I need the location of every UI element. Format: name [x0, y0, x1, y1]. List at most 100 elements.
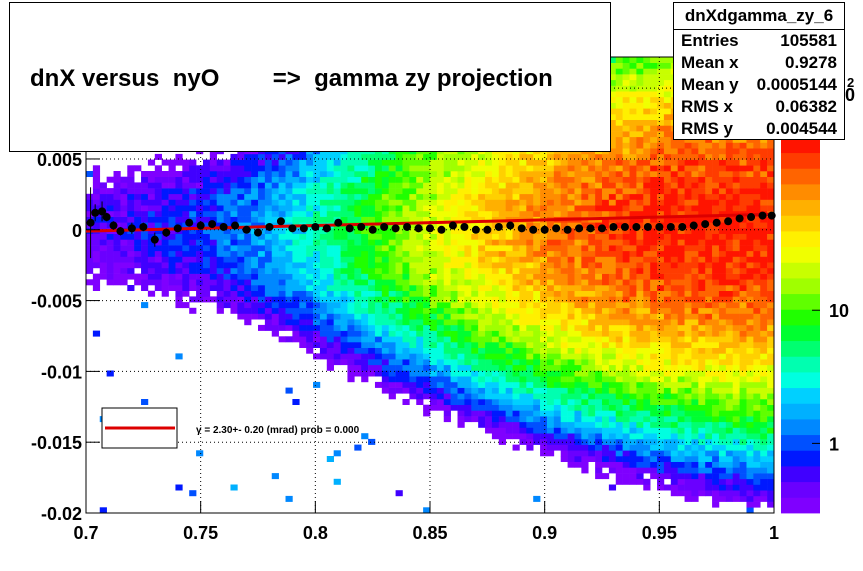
- heatmap-cell: [498, 313, 506, 320]
- heatmap-cell: [677, 444, 685, 451]
- heatmap-cell: [381, 359, 390, 366]
- heatmap-cell: [595, 165, 603, 172]
- heatmap-cell: [567, 176, 575, 183]
- heatmap-cell: [478, 153, 486, 160]
- heatmap-cell: [333, 193, 341, 200]
- heatmap-cell: [491, 188, 500, 195]
- heatmap-cell: [244, 165, 252, 172]
- heatmap-cell: [237, 307, 245, 314]
- heatmap-cell: [663, 319, 672, 326]
- heatmap-cell: [436, 404, 445, 411]
- heatmap-cell: [691, 490, 699, 497]
- heatmap-cell: [643, 359, 651, 366]
- heatmap-cell: [588, 302, 596, 309]
- heatmap-cell: [505, 376, 513, 383]
- heatmap-cell: [285, 324, 293, 331]
- heatmap-cell: [189, 273, 197, 280]
- heatmap-cell: [622, 182, 630, 189]
- heatmap-cell: [443, 353, 451, 360]
- heatmap-cell: [636, 85, 644, 92]
- heatmap-cell: [361, 370, 369, 377]
- heatmap-cell: [127, 285, 135, 291]
- heatmap-cell: [615, 387, 623, 394]
- heatmap-cell: [471, 256, 479, 263]
- heatmap-cell: [175, 193, 183, 200]
- heatmap-cell: [650, 79, 658, 86]
- heatmap-cell: [354, 342, 362, 348]
- heatmap-cell: [725, 267, 734, 274]
- heatmap-cell: [622, 467, 630, 474]
- heatmap-cell: [430, 381, 438, 388]
- heatmap-cell: [202, 159, 211, 166]
- heatmap-cell: [319, 233, 328, 240]
- heatmap-cell: [443, 262, 451, 269]
- heatmap-cell: [512, 159, 520, 166]
- heatmap-cell: [560, 222, 568, 229]
- heatmap-cell: [182, 165, 190, 172]
- heatmap-cell: [677, 478, 685, 485]
- heatmap-cell: [581, 176, 589, 183]
- heatmap-cell: [691, 330, 699, 337]
- heatmap-cell: [457, 262, 465, 269]
- heatmap-cell: [498, 359, 506, 366]
- heatmap-cell: [464, 176, 472, 183]
- heatmap-cell: [718, 478, 727, 485]
- heatmap-cell: [430, 342, 438, 348]
- heatmap-cell: [443, 364, 451, 371]
- heatmap-cell: [725, 421, 734, 428]
- heatmap-cell: [643, 296, 651, 303]
- heatmap-cell: [113, 216, 121, 223]
- heatmap-cell: [650, 302, 658, 309]
- heatmap-cell: [636, 438, 644, 445]
- heatmap-cell: [574, 153, 582, 160]
- heatmap-cell: [395, 182, 403, 189]
- heatmap-cell: [718, 490, 727, 497]
- heatmap-cell: [526, 387, 534, 394]
- heatmap-cell: [602, 199, 610, 206]
- heatmap-cell: [698, 347, 706, 354]
- heatmap-cell: [491, 267, 500, 274]
- heatmap-cell: [292, 262, 300, 269]
- heatmap-cell: [615, 353, 623, 360]
- heatmap-cell: [725, 176, 734, 183]
- heatmap-cell: [650, 57, 658, 63]
- heatmap-cell: [677, 433, 685, 440]
- heatmap-cell: [629, 444, 637, 451]
- heatmap-cell: [677, 359, 685, 366]
- heatmap-cell: [684, 313, 692, 320]
- heatmap-cell: [498, 245, 506, 252]
- heatmap-cell: [588, 188, 596, 195]
- heatmap-cell: [237, 279, 245, 286]
- heatmap-cell: [574, 210, 582, 217]
- heatmap-cell: [519, 279, 527, 286]
- heatmap-cell: [402, 182, 410, 189]
- heatmap-cell: [326, 153, 334, 160]
- heatmap-cell: [540, 319, 548, 326]
- heatmap-cell: [691, 478, 699, 485]
- heatmap-cell: [264, 199, 273, 206]
- heatmap-cell: [381, 239, 390, 246]
- heatmap-cell: [374, 364, 383, 371]
- heatmap-cell: [368, 273, 376, 280]
- heatmap-cell: [540, 188, 548, 195]
- heatmap-cell: [595, 302, 603, 309]
- heatmap-cell: [402, 347, 410, 354]
- heatmap-cell: [519, 370, 527, 377]
- heatmap-cell: [643, 416, 651, 423]
- heatmap-cell: [725, 228, 734, 234]
- heatmap-cell: [278, 324, 286, 331]
- heatmap-cell: [278, 193, 286, 200]
- heatmap-cell: [374, 188, 383, 195]
- heatmap-cell: [430, 393, 438, 400]
- heatmap-cell: [643, 125, 651, 132]
- heatmap-cell: [691, 233, 699, 240]
- heatmap-cell: [223, 182, 231, 189]
- heatmap-cell: [237, 228, 245, 234]
- heatmap-cell: [718, 364, 727, 371]
- heatmap-cell: [670, 290, 678, 297]
- heatmap-cell: [319, 285, 328, 291]
- heatmap-cell: [602, 159, 610, 166]
- heatmap-cell: [677, 199, 685, 206]
- heatmap-cell: [423, 387, 431, 394]
- heatmap-cell: [512, 153, 520, 160]
